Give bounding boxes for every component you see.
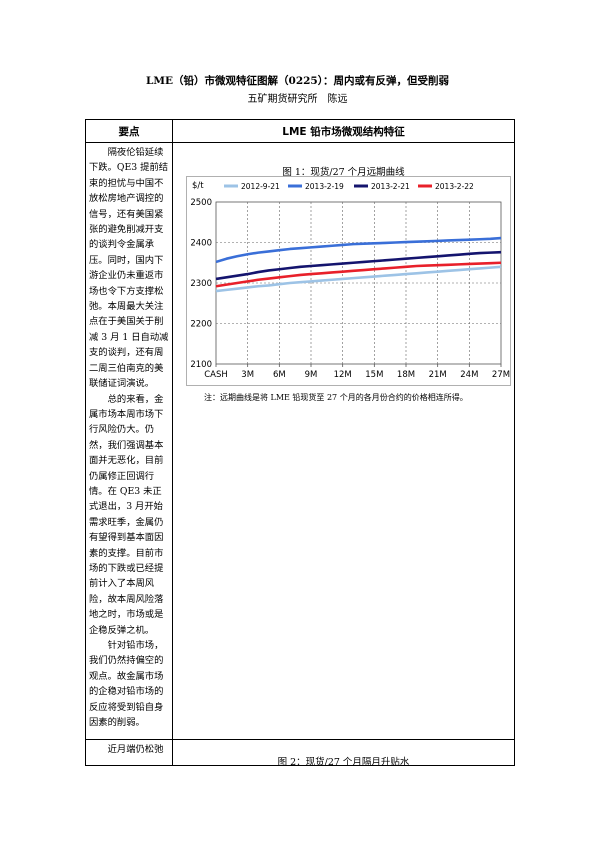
y-tick-label: 2500 — [190, 198, 212, 208]
paragraph-3: 针对铅市场，我们仍然持偏空的观点。故金属市场的企稳对铅市场的反应将受到铅自身因素… — [89, 640, 164, 729]
x-tick-label: 27M — [492, 370, 510, 380]
plot-area — [215, 201, 502, 365]
y-tick-label: 2100 — [190, 360, 212, 370]
header-key-points: 要点 — [86, 120, 173, 142]
document-title: LME（铅）市微观特征图解（0225）：周内或有反弹，但受削弱 — [146, 75, 449, 87]
y-tick-label: 2300 — [190, 279, 212, 289]
series-line — [215, 261, 502, 288]
y-tick-label: 2200 — [190, 320, 212, 330]
key-points-column: 隔夜伦铅延续下跌。QE3 提前结束的担忧与中国不放松房地产调控的信号，还有美国紧… — [86, 142, 173, 766]
x-tick-label: 9M — [305, 370, 318, 380]
series-line — [215, 265, 502, 293]
x-tick-label: 6M — [273, 370, 286, 380]
y-axis-label: $/t — [192, 181, 204, 191]
x-tick-label: 21M — [429, 370, 447, 380]
row-divider — [86, 739, 514, 740]
series-line — [215, 250, 502, 281]
key-points-text: 隔夜伦铅延续下跌。QE3 提前结束的担忧与中国不放松房地产调控的信号，还有美国紧… — [89, 145, 169, 730]
table-header: 要点 LME 铅市场微观结构特征 — [86, 120, 514, 143]
y-tick-label: 2400 — [190, 239, 212, 249]
figure1-caption: 图 1：现货/27 个月远期曲线 — [282, 167, 405, 178]
x-tick-label: CASH — [204, 370, 228, 380]
legend-label: 2012-9-21 — [241, 182, 280, 191]
legend-label: 2013-2-21 — [371, 182, 410, 191]
x-tick-label: 15M — [365, 370, 383, 380]
row2-key-point: 近月端仍松弛 — [107, 744, 164, 755]
x-tick-label: 24M — [460, 370, 478, 380]
header-market-features: LME 铅市场微观结构特征 — [282, 125, 405, 138]
series-line — [215, 236, 502, 264]
figure1-note: 注：远期曲线是将 LME 铅现货至 27 个月的各月份合约的价格相连所得。 — [204, 393, 468, 402]
paragraph-1: 隔夜伦铅延续下跌。QE3 提前结束的担忧与中国不放松房地产调控的信号，还有美国紧… — [89, 147, 169, 390]
x-tick-label: 18M — [397, 370, 415, 380]
content-table: 要点 LME 铅市场微观结构特征 隔夜伦铅延续下跌。QE3 提前结束的担忧与中国… — [85, 119, 515, 768]
figure2-caption: 图 2：现货/27 个月隔月升贴水 — [277, 757, 410, 768]
x-tick-label: 3M — [241, 370, 254, 380]
forward-curve-chart: 2100 2200 2300 2400 2500 CASH 3M 6M 9M 12M 15M 18M 2… — [186, 176, 511, 386]
author-line: 五矿期货研究所 陈远 — [247, 94, 348, 105]
legend-label: 2013-2-19 — [305, 182, 344, 191]
legend-label: 2013-2-22 — [435, 182, 474, 191]
paragraph-2: 总的来看，金属市场本周市场下行风险仍大。仍然，我们强调基本面并无恶化，目前仍属修… — [89, 393, 164, 636]
x-tick-label: 12M — [334, 370, 352, 380]
